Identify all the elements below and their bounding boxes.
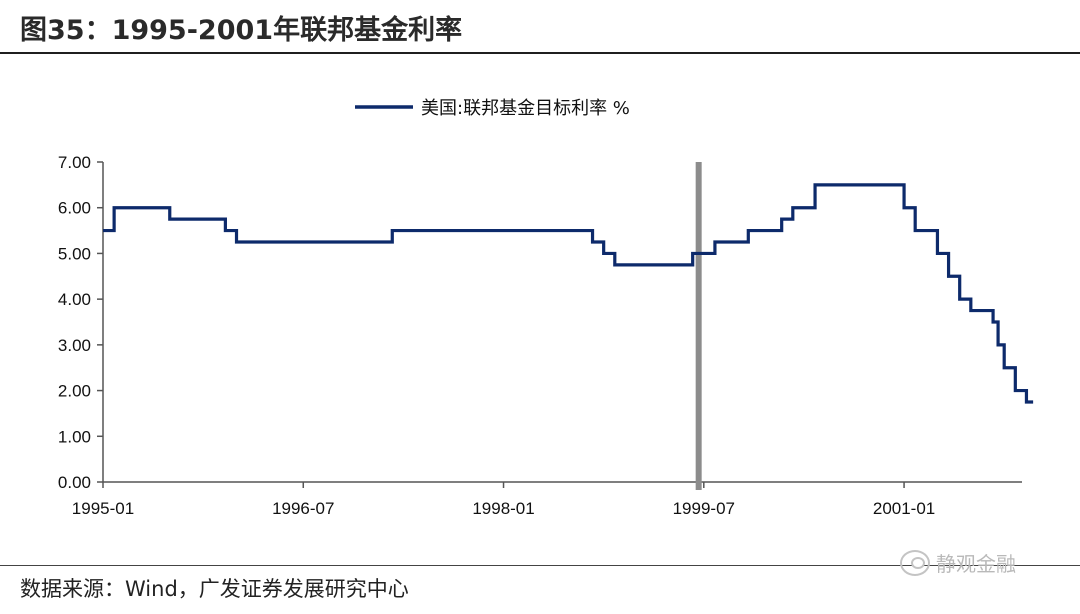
x-tick-label: 1995-01 — [72, 499, 134, 518]
y-tick-label: 2.00 — [58, 382, 91, 401]
y-tick-label: 0.00 — [58, 473, 91, 492]
title-bar: 图35：1995-2001年联邦基金利率 — [0, 0, 1080, 52]
title-divider — [0, 52, 1080, 54]
watermark-text: 静观金融 — [936, 552, 1016, 576]
page-title: 图35：1995-2001年联邦基金利率 — [20, 15, 463, 46]
y-tick-label: 5.00 — [58, 244, 91, 263]
source-note: 数据来源：Wind，广发证券发展研究中心 — [20, 577, 409, 601]
y-tick-label: 3.00 — [58, 336, 91, 355]
y-tick-label: 7.00 — [58, 153, 91, 172]
x-tick-label: 1996-07 — [272, 499, 334, 518]
x-tick-label: 1998-01 — [472, 499, 534, 518]
legend-label: 美国:联邦基金目标利率 % — [421, 98, 630, 119]
x-tick-label: 1999-07 — [673, 499, 735, 518]
y-tick-label: 4.00 — [58, 290, 91, 309]
series-line — [103, 183, 1034, 404]
watermark: 静观金融 — [900, 548, 1016, 577]
vertical-marker — [695, 162, 702, 490]
y-tick-label: 1.00 — [58, 427, 91, 446]
footer-divider — [0, 565, 1080, 566]
y-tick-label: 6.00 — [58, 199, 91, 218]
wechat-icon — [900, 549, 930, 576]
x-tick-label: 2001-01 — [873, 499, 935, 518]
